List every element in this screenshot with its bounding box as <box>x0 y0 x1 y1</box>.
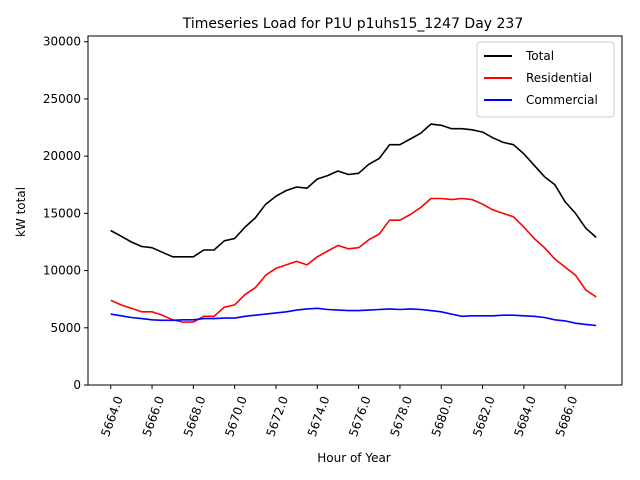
plot-frame <box>87 35 623 386</box>
y-tick-label: 15000 <box>43 206 81 220</box>
series-line-total <box>110 123 597 258</box>
y-axis-label: kW total <box>14 187 28 237</box>
legend-label-commercial: Commercial <box>526 93 598 107</box>
y-axis-ticks: 0 5000 10000 15000 20000 25000 30000 <box>43 35 88 392</box>
y-tick-label: 30000 <box>43 35 81 49</box>
y-tick-label: 5000 <box>50 321 81 335</box>
chart-title: Timeseries Load for P1U p1uhs15_1247 Day… <box>182 16 524 32</box>
y-tick-label: 20000 <box>43 149 81 163</box>
legend: Total Residential Commercial <box>476 41 615 118</box>
series-line-residential <box>110 197 597 323</box>
legend-box <box>476 41 615 118</box>
legend-label-total: Total <box>525 49 554 63</box>
y-tick-label: 0 <box>73 378 81 392</box>
x-axis-label: Hour of Year <box>317 451 391 465</box>
y-tick-label: 10000 <box>43 264 81 278</box>
series-line-commercial <box>110 307 597 327</box>
series-lines <box>110 123 597 327</box>
y-tick-label: 25000 <box>43 92 81 106</box>
legend-label-residential: Residential <box>526 71 592 85</box>
